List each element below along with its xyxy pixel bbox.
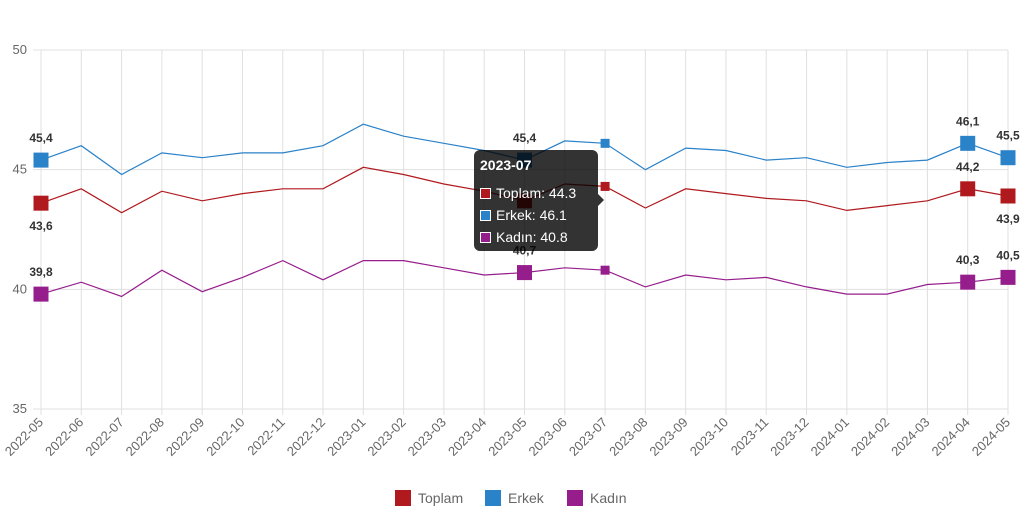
data-label: 43,6 — [29, 219, 53, 233]
data-point-marker — [960, 135, 976, 151]
data-label: 40,3 — [956, 253, 980, 267]
x-tick-label: 2023-03 — [405, 415, 449, 459]
data-label: 45,4 — [513, 131, 537, 145]
x-tick-label: 2023-06 — [526, 415, 570, 459]
toplam-swatch — [480, 187, 491, 199]
x-tick-label: 2022-12 — [284, 415, 328, 459]
data-point-marker — [1000, 269, 1016, 285]
data-point-marker — [33, 152, 49, 168]
legend-label-erkek: Erkek — [508, 490, 545, 506]
x-tick-label: 2022-09 — [163, 415, 207, 459]
kadin-swatch — [480, 231, 491, 243]
tooltip-row-label: Kadın: 40.8 — [496, 229, 568, 245]
tooltip-title: 2023-07 — [480, 157, 532, 173]
y-tick-label: 45 — [13, 162, 27, 177]
hover-point-marker — [600, 265, 610, 275]
legend-swatch-kadın — [567, 490, 583, 506]
x-tick-label: 2022-08 — [123, 415, 167, 459]
x-tick-label: 2023-11 — [728, 415, 772, 459]
x-tick-label: 2023-09 — [646, 415, 690, 459]
data-point-marker — [960, 181, 976, 197]
data-point-marker — [33, 195, 49, 211]
chart-tooltip: 2023-07 Toplam: 44.3 Erkek: 46.1 Kadın: … — [474, 150, 604, 251]
x-tick-label: 2023-12 — [767, 415, 811, 459]
data-label: 39,8 — [29, 265, 53, 279]
legend-swatch-erkek — [485, 490, 501, 506]
tooltip-row-kadin: Kadın: 40.8 — [480, 226, 592, 248]
data-point-marker — [1000, 188, 1016, 204]
data-point-marker — [960, 274, 976, 290]
x-tick-label: 2023-02 — [364, 415, 408, 459]
x-tick-label: 2023-10 — [687, 415, 731, 459]
x-tick-label: 2022-07 — [82, 415, 126, 459]
x-tick-label: 2023-04 — [445, 415, 489, 459]
x-tick-label: 2022-05 — [2, 415, 46, 459]
erkek-swatch — [480, 209, 491, 221]
tooltip-row-erkek: Erkek: 46.1 — [480, 204, 592, 226]
data-label: 40,5 — [996, 248, 1020, 262]
legend-label-kadın: Kadın — [590, 490, 627, 506]
x-tick-label: 2023-05 — [485, 415, 529, 459]
data-label: 45,5 — [996, 129, 1020, 143]
data-label: 45,4 — [29, 131, 53, 145]
x-tick-label: 2024-05 — [969, 415, 1013, 459]
tooltip-row-label: Erkek: 46.1 — [496, 207, 567, 223]
y-tick-label: 50 — [13, 42, 27, 57]
hover-point-marker — [600, 138, 610, 148]
legend-label-toplam: Toplam — [418, 490, 463, 506]
x-tick-label: 2023-08 — [606, 415, 650, 459]
data-point-marker — [517, 265, 532, 281]
x-tick-label: 2024-01 — [808, 415, 852, 459]
data-label: 46,1 — [956, 114, 980, 128]
x-tick-label: 2024-02 — [848, 415, 892, 459]
data-label: 43,9 — [996, 212, 1020, 226]
y-tick-label: 35 — [13, 401, 27, 416]
x-tick-label: 2022-10 — [203, 415, 247, 459]
hover-point-marker — [600, 181, 610, 191]
x-tick-label: 2022-06 — [42, 415, 86, 459]
tooltip-row-toplam: Toplam: 44.3 — [480, 182, 592, 204]
data-label: 44,2 — [956, 160, 980, 174]
data-point-marker — [1000, 150, 1016, 166]
x-tick-label: 2024-03 — [888, 415, 932, 459]
tooltip-row-label: Toplam: 44.3 — [496, 185, 577, 201]
x-tick-label: 2023-01 — [324, 415, 368, 459]
x-tick-label: 2023-07 — [566, 415, 610, 459]
legend-swatch-toplam — [395, 490, 411, 506]
x-tick-label: 2022-11 — [244, 415, 288, 459]
data-point-marker — [33, 286, 49, 302]
y-tick-label: 40 — [13, 281, 27, 296]
x-tick-label: 2024-04 — [928, 415, 972, 459]
